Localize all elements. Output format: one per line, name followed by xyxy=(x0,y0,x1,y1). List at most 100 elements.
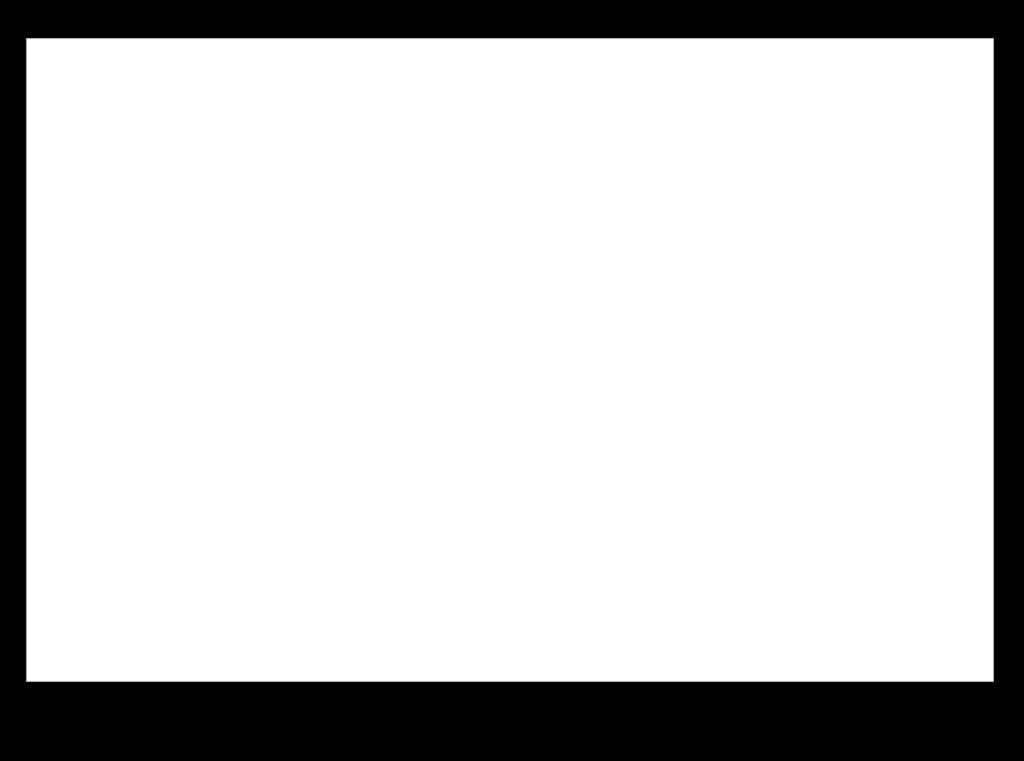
United States xyxy=(456,175,468,184)
Canada xyxy=(138,328,151,337)
Canada xyxy=(645,220,657,229)
Canada xyxy=(582,229,594,238)
China xyxy=(836,501,848,511)
Canada xyxy=(106,319,119,328)
Mexico xyxy=(138,489,151,498)
Canada xyxy=(487,248,500,257)
China xyxy=(487,578,500,587)
China xyxy=(202,594,214,603)
Canada xyxy=(329,295,341,304)
Canada xyxy=(772,224,784,234)
Mexico xyxy=(392,479,404,489)
United States xyxy=(519,163,531,172)
Mexico xyxy=(804,459,816,468)
China xyxy=(360,586,373,595)
Mexico xyxy=(677,463,689,472)
United States xyxy=(138,270,151,279)
United States xyxy=(709,154,721,163)
Mexico xyxy=(582,470,594,479)
Mexico xyxy=(106,492,119,501)
United States xyxy=(677,128,689,137)
United States xyxy=(392,177,404,186)
China xyxy=(709,537,721,546)
United States xyxy=(170,257,182,266)
Mexico xyxy=(709,470,721,479)
Canada xyxy=(265,310,278,319)
Canada xyxy=(709,234,721,243)
China xyxy=(456,581,468,590)
China xyxy=(645,548,657,557)
Canada xyxy=(836,210,848,219)
Mexico xyxy=(613,460,626,470)
Mexico xyxy=(456,475,468,484)
Mexico xyxy=(740,470,753,479)
Mexico xyxy=(772,464,784,473)
United States xyxy=(582,142,594,151)
Canada xyxy=(740,234,753,243)
China xyxy=(392,584,404,594)
United States xyxy=(740,149,753,158)
United States xyxy=(297,215,309,224)
Mexico xyxy=(360,484,373,493)
China xyxy=(138,597,151,606)
China xyxy=(613,556,626,565)
United States xyxy=(106,265,119,274)
United States xyxy=(202,248,214,257)
China xyxy=(740,527,753,536)
China xyxy=(297,589,309,598)
Canada xyxy=(519,244,531,253)
Mexico xyxy=(265,491,278,500)
Canada xyxy=(456,253,468,262)
Canada xyxy=(233,314,246,323)
China xyxy=(519,575,531,584)
United States xyxy=(836,120,848,129)
United States xyxy=(360,179,373,188)
Mexico xyxy=(487,478,500,487)
Canada xyxy=(677,220,689,229)
China xyxy=(550,570,562,579)
China xyxy=(677,544,689,553)
Mexico xyxy=(233,486,246,495)
United States xyxy=(487,170,500,179)
Mexico xyxy=(297,493,309,502)
Canada xyxy=(297,310,309,319)
China xyxy=(106,596,119,605)
China xyxy=(582,565,594,574)
Canada xyxy=(424,260,436,269)
Line: China: China xyxy=(113,506,842,601)
United States xyxy=(804,126,816,135)
United States xyxy=(424,175,436,184)
Mexico xyxy=(836,457,848,466)
China xyxy=(804,506,816,515)
Mexico xyxy=(202,484,214,493)
Line: Mexico: Mexico xyxy=(113,461,842,498)
United States xyxy=(613,135,626,144)
China xyxy=(170,596,182,605)
Mexico xyxy=(424,472,436,481)
China xyxy=(772,517,784,527)
United States xyxy=(550,154,562,163)
Mexico xyxy=(519,476,531,486)
Mexico xyxy=(550,474,562,483)
United States xyxy=(233,239,246,248)
Canada xyxy=(550,234,562,243)
Mexico xyxy=(329,489,341,498)
United States xyxy=(329,198,341,207)
Canada xyxy=(613,220,626,229)
Canada xyxy=(202,323,214,333)
Canada xyxy=(360,276,373,285)
Canada xyxy=(392,263,404,272)
Mexico xyxy=(645,459,657,468)
Canada xyxy=(170,330,182,339)
United States xyxy=(645,128,657,137)
China xyxy=(265,591,278,600)
China xyxy=(329,587,341,597)
United States xyxy=(265,224,278,234)
Canada xyxy=(804,215,816,224)
Mexico xyxy=(170,487,182,496)
United States xyxy=(772,139,784,148)
China xyxy=(424,581,436,591)
Line: United States: United States xyxy=(113,125,842,275)
Legend: United States, Canada, Mexico, China: United States, Canada, Mexico, China xyxy=(895,85,1024,196)
Line: Canada: Canada xyxy=(113,215,842,335)
